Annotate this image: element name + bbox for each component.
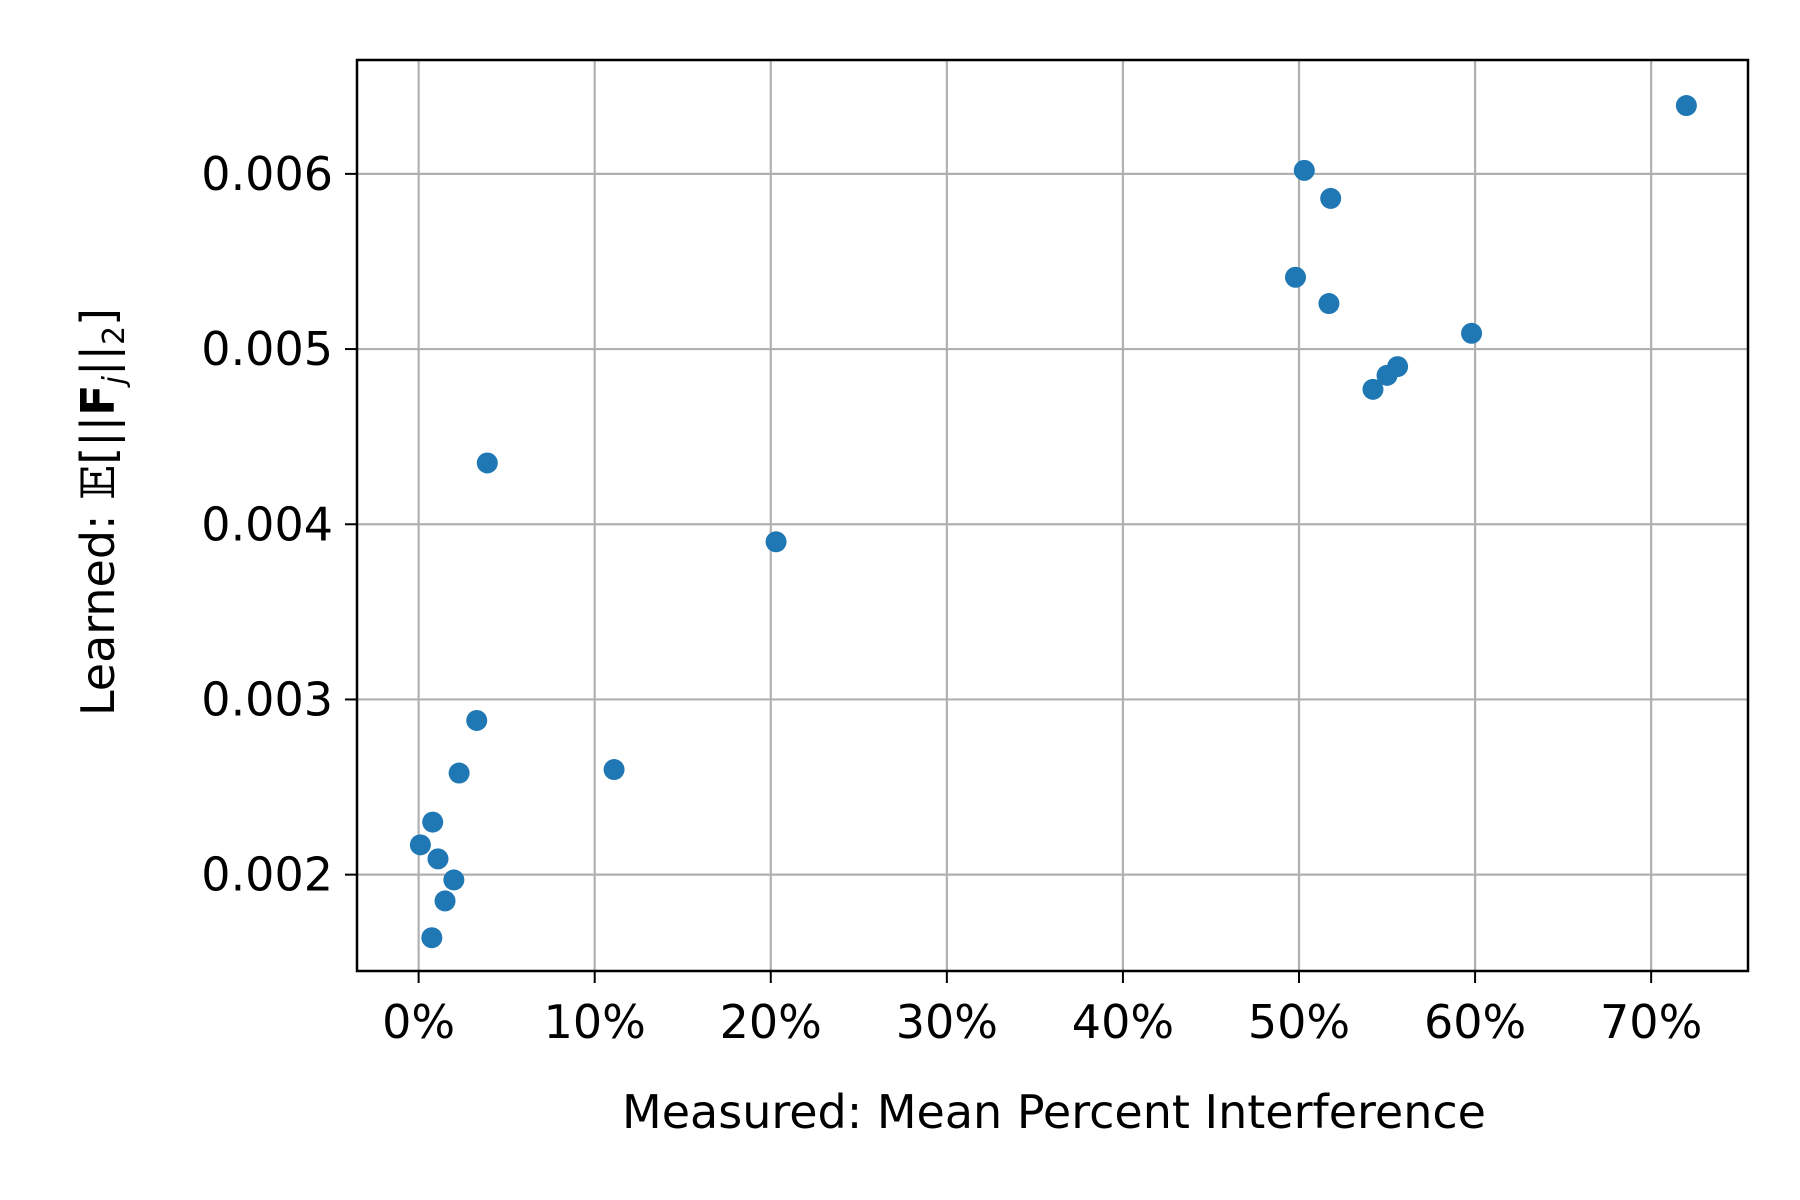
data-point (1293, 159, 1315, 181)
y-axis-label: Learned: 𝔼[||Fj||2] (71, 308, 132, 716)
data-point (1461, 322, 1483, 344)
data-point (443, 869, 465, 891)
data-point (448, 762, 470, 784)
y-tick-label: 0.006 (201, 147, 333, 201)
data-point (1387, 356, 1409, 378)
plot-frame (355, 58, 1750, 973)
x-axis-ticks: 0% 10% 20% 30% 40% 50% 60% 70% (382, 971, 1702, 1049)
data-point (434, 890, 456, 912)
data-point (1362, 378, 1384, 400)
x-tick-label: 10% (544, 995, 646, 1049)
data-point (1320, 187, 1342, 209)
y-tick-label: 0.005 (201, 322, 333, 376)
y-axis-ticks: 0.002 0.003 0.004 0.005 0.006 (201, 147, 357, 902)
x-tick-label: 60% (1424, 995, 1526, 1049)
data-point (476, 452, 498, 474)
data-point (421, 927, 443, 949)
x-tick-label: 70% (1600, 995, 1702, 1049)
x-tick-label: 20% (720, 995, 822, 1049)
x-tick-label: 50% (1248, 995, 1350, 1049)
data-points (409, 95, 1697, 949)
x-tick-label: 40% (1072, 995, 1174, 1049)
y-tick-label: 0.002 (201, 848, 333, 902)
grid-lines (357, 60, 1748, 971)
data-point (1318, 293, 1340, 315)
data-point (1675, 95, 1697, 117)
y-tick-label: 0.004 (201, 497, 333, 551)
data-point (765, 531, 787, 553)
data-point (427, 848, 449, 870)
data-point (603, 759, 625, 781)
x-tick-label: 30% (896, 995, 998, 1049)
x-axis-label: Measured: Mean Percent Interference (622, 1085, 1486, 1139)
data-point (409, 834, 431, 856)
data-point (1284, 266, 1306, 288)
data-point (466, 709, 488, 731)
x-tick-label: 0% (382, 995, 455, 1049)
y-tick-label: 0.003 (201, 672, 333, 726)
data-point (422, 811, 444, 833)
